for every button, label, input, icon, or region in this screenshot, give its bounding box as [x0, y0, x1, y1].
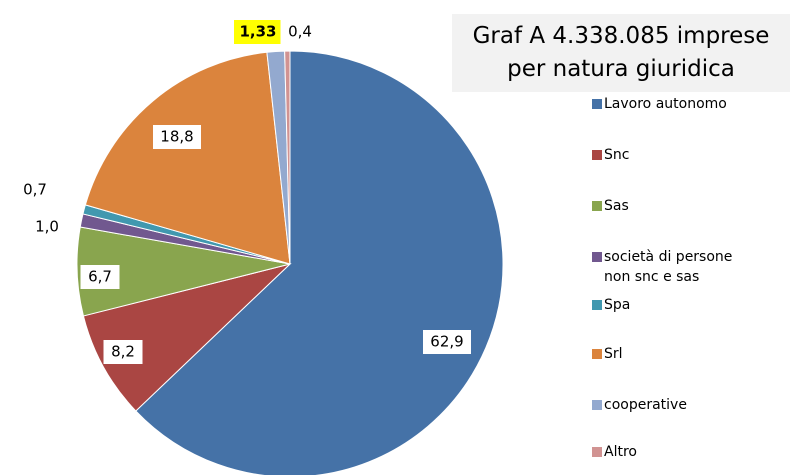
legend-label: Sas: [604, 198, 629, 214]
data-label-box: [27, 215, 67, 239]
legend-item: Snc: [590, 145, 785, 165]
data-label-box: [153, 125, 201, 149]
data-label: 18,8: [160, 128, 193, 146]
legend-item: Srl: [590, 344, 785, 364]
legend-label: Srl: [604, 346, 623, 362]
pie-slice: [84, 51, 291, 265]
legend-label: società di persone non snc e sas: [604, 249, 733, 285]
legend-label: Spa: [604, 297, 631, 313]
data-label: 62,9: [430, 333, 463, 351]
data-label-box: [234, 20, 282, 44]
data-label: 1,33: [239, 23, 276, 41]
data-label: 6,7: [88, 268, 112, 286]
legend-swatch: [592, 400, 602, 410]
legend-item: Lavoro autonomo: [590, 94, 785, 114]
legend-swatch: [592, 252, 602, 262]
legend-swatch: [592, 349, 602, 359]
legend-label: cooperative: [604, 397, 687, 413]
legend-swatch: [592, 150, 602, 160]
legend-item: Sas: [590, 196, 785, 216]
legend-label: Altro: [604, 444, 637, 460]
chart-title: Graf A 4.338.085 imprese per natura giur…: [452, 14, 790, 92]
data-label-box: [80, 265, 120, 289]
legend-label: Lavoro autonomo: [604, 96, 727, 112]
data-label: 1,0: [35, 218, 59, 236]
legend-swatch: [592, 99, 602, 109]
data-label: 0,7: [23, 181, 47, 199]
data-label: 8,2: [111, 343, 135, 361]
pie-slice: [135, 50, 504, 475]
legend-item: cooperative: [590, 395, 785, 415]
data-label-box: [103, 340, 143, 364]
legend-item: Altro: [590, 442, 785, 462]
pie-slice: [82, 263, 292, 412]
legend-item: società di persone non snc e sas: [590, 247, 785, 287]
data-label: 0,4: [288, 23, 312, 41]
data-label-box: [280, 20, 320, 44]
legend-label: Snc: [604, 147, 630, 163]
data-label-box: [423, 330, 471, 354]
legend-swatch: [592, 300, 602, 310]
pie-slice: [284, 50, 291, 265]
data-label-box: [15, 178, 55, 202]
legend-swatch: [592, 201, 602, 211]
legend-swatch: [592, 447, 602, 457]
legend-item: Spa: [590, 295, 785, 315]
